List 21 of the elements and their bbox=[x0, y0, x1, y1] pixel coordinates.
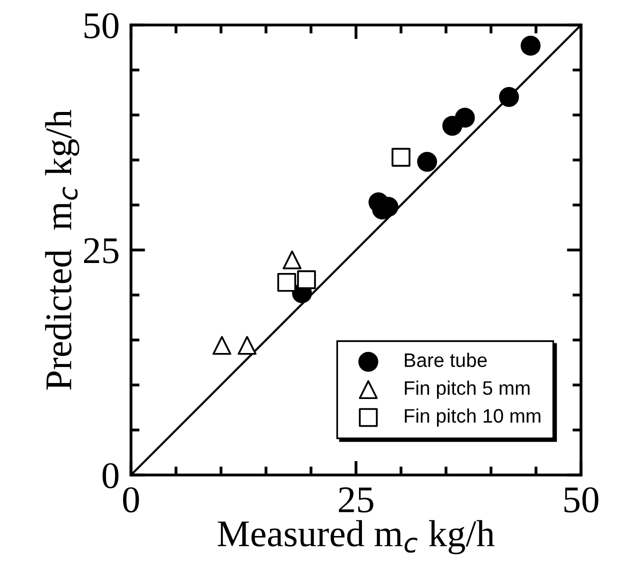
x-axis-title: Measured m$_{c}$ kg/h bbox=[218, 520, 494, 554]
legend-label: Bare tube bbox=[404, 352, 487, 368]
y-tick-label: 25 bbox=[84, 238, 118, 264]
x-tick-label: 50 bbox=[564, 487, 598, 512]
legend-label: Fin pitch 10 mm bbox=[404, 408, 540, 427]
point bbox=[212, 336, 232, 355]
point bbox=[442, 116, 462, 136]
y-tick-label: 0 bbox=[102, 463, 118, 488]
point bbox=[499, 87, 519, 107]
point bbox=[417, 152, 438, 172]
legend-label: Fin pitch 5 mm bbox=[404, 380, 530, 399]
y-tick-label: 50 bbox=[84, 13, 118, 38]
y-axis-title: Predicted m$_{c}$ kg/h bbox=[45, 110, 80, 390]
point bbox=[277, 272, 296, 292]
x-tick-label: 25 bbox=[338, 487, 374, 512]
point bbox=[297, 270, 316, 290]
x-tick-label: 0 bbox=[123, 487, 139, 512]
point bbox=[392, 148, 410, 167]
point bbox=[520, 36, 541, 56]
point bbox=[282, 250, 302, 270]
point bbox=[238, 336, 257, 355]
